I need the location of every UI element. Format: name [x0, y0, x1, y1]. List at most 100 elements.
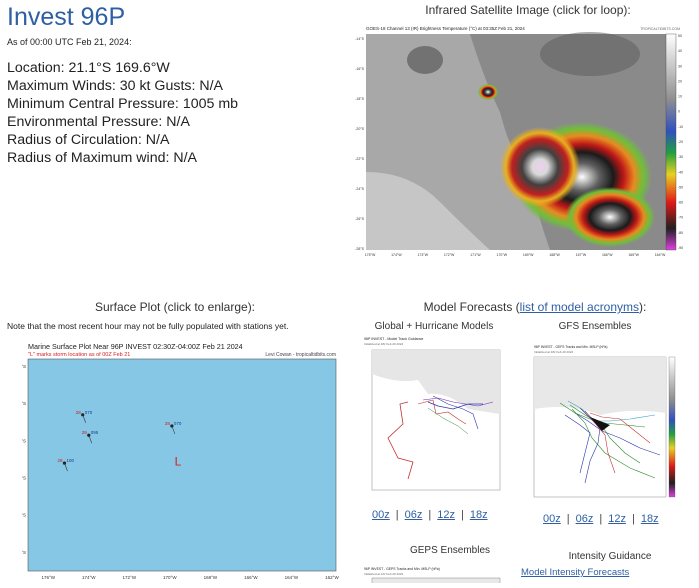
- satellite-svg[interactable]: GOES-18 Channel 13 (IR) Brightness Tempe…: [350, 22, 690, 260]
- satellite-scale-tick: -50: [678, 185, 683, 189]
- satellite-lat-tick: -14°S: [355, 37, 364, 41]
- surface-lat-tick: 24°S: [22, 513, 26, 518]
- satellite-scale-tick: 20: [678, 79, 682, 83]
- surface-station: 28 070: [76, 410, 93, 423]
- gfs-run-link-00z[interactable]: 00z: [543, 513, 561, 525]
- satellite-lat-tick: -24°S: [355, 187, 364, 191]
- global-models-plot-sub: Initialized at 18z Feb 20 2024: [364, 342, 404, 346]
- surface-lat-tick: 26°S: [22, 550, 26, 555]
- intensity-guidance-heading: Intensity Guidance: [568, 551, 652, 562]
- satellite-lon-tick: 167°W: [576, 253, 587, 257]
- global-models-heading: Global + Hurricane Models: [374, 321, 494, 332]
- run-link-00z[interactable]: 00z: [372, 509, 390, 521]
- model-intensity-link[interactable]: Model Intensity Forecasts: [521, 567, 630, 578]
- station-pressure: 070: [174, 421, 182, 426]
- gfs-ensembles-heading: GFS Ensembles: [558, 321, 632, 332]
- global-models-image[interactable]: 96P INVEST - Model Track Guidance Initia…: [358, 334, 508, 500]
- satellite-scale-tick: -40: [678, 170, 683, 174]
- global-models-svg[interactable]: 96P INVEST - Model Track Guidance Initia…: [358, 334, 508, 500]
- geps-plot-sub: Initialized at 12z Feb 20 2024: [364, 572, 404, 576]
- surface-station: 29 095: [82, 430, 99, 444]
- run-link-06z[interactable]: 06z: [404, 509, 423, 521]
- satellite-lon-tick: 169°W: [523, 253, 534, 257]
- satellite-lat-tick: -16°S: [355, 67, 364, 71]
- as-of-time: As of 00:00 UTC Feb 21, 2024:: [7, 37, 132, 47]
- surface-plot-note: Note that the most recent hour may not b…: [7, 321, 289, 331]
- gfs-ensembles-svg[interactable]: 96P INVEST - GEFS Tracks and Min. MSLP (…: [530, 343, 680, 503]
- station-temp: 29: [82, 430, 88, 435]
- gfs-run-links: 00z | 06z | 12z | 18z: [543, 513, 659, 525]
- run-sep: |: [566, 513, 570, 525]
- global-models-run-links: 00z | 06z | 12z | 18z: [372, 509, 488, 521]
- surface-lat-axis: 16°S 18°S 20°S 22°S 24°S 26°S: [16, 364, 26, 555]
- satellite-lat-tick: -20°S: [355, 127, 364, 131]
- surface-lon-tick: 168°W: [204, 575, 218, 580]
- model-forecasts-suffix: ):: [639, 300, 647, 314]
- surface-plot-svg[interactable]: Marine Surface Plot Near 96P INVEST 02:3…: [16, 340, 344, 583]
- surface-lon-tick: 172°W: [123, 575, 137, 580]
- storm-radius-circulation: Radius of Circulation: N/A: [7, 132, 170, 148]
- storm-location: Location: 21.1°S 169.6°W: [7, 60, 170, 76]
- gfs-run-link-06z[interactable]: 06z: [575, 513, 594, 525]
- satellite-lon-tick: 174°W: [391, 253, 402, 257]
- gfs-run-link-18z[interactable]: 18z: [640, 513, 659, 525]
- satellite-scale-tick: 10: [678, 95, 682, 99]
- surface-plot-image[interactable]: Marine Surface Plot Near 96P INVEST 02:3…: [16, 340, 344, 583]
- satellite-image-title: GOES-18 Channel 13 (IR) Brightness Tempe…: [366, 26, 525, 31]
- satellite-lon-tick: 168°W: [549, 253, 560, 257]
- surface-station: 28 100: [57, 458, 74, 472]
- surface-lon-tick: 170°W: [163, 575, 177, 580]
- satellite-lon-tick: 165°W: [628, 253, 639, 257]
- geps-ensembles-heading: GEPS Ensembles: [409, 545, 491, 556]
- surface-lon-tick: 162°W: [325, 575, 339, 580]
- station-temp: 28: [57, 458, 63, 463]
- satellite-lat-tick: -28°S: [355, 247, 364, 251]
- satellite-heading[interactable]: Infrared Satellite Image (click for loop…: [425, 3, 631, 17]
- surface-lon-tick: 176°W: [41, 575, 55, 580]
- geps-plot-title: 96P INVEST - GEPS Tracks and Min. MSLP (…: [364, 567, 440, 571]
- storm-min-pressure: Minimum Central Pressure: 1005 mb: [7, 96, 239, 112]
- satellite-lat-tick: -22°S: [355, 157, 364, 161]
- satellite-scale-tick: -70: [678, 216, 683, 220]
- station-temp: 28: [165, 421, 171, 426]
- satellite-scale-tick: 30: [678, 64, 682, 68]
- run-sep: |: [631, 513, 635, 525]
- geps-ensembles-image[interactable]: 96P INVEST - GEPS Tracks and Min. MSLP (…: [358, 564, 508, 588]
- surface-lon-axis: 176°W 174°W 172°W 170°W 168°W 166°W 164°W 162°W: [41, 575, 339, 580]
- surface-station: 28 070: [165, 421, 182, 435]
- surface-plot-credit: Levi Cowan - tropicaltidbits.com: [265, 352, 336, 358]
- surface-lat-tick: 20°S: [22, 438, 26, 443]
- model-acronyms-link[interactable]: list of model acronyms: [519, 300, 640, 314]
- gfs-run-link-12z[interactable]: 12z: [608, 513, 626, 525]
- run-link-18z[interactable]: 18z: [469, 509, 488, 521]
- satellite-scale-axis: 50 40 30 20 10 0 -10 -20 -30 -40 -50 -60 -70 -80 -90: [678, 34, 683, 250]
- global-models-plot-title: 96P INVEST - Model Track Guidance: [364, 337, 423, 341]
- satellite-lon-tick: 170°W: [497, 253, 508, 257]
- satellite-image[interactable]: GOES-18 Channel 13 (IR) Brightness Tempe…: [350, 22, 690, 260]
- station-pressure: 095: [91, 430, 99, 435]
- gfs-ensembles-image[interactable]: 96P INVEST - GEFS Tracks and Min. MSLP (…: [530, 343, 680, 503]
- storm-details: Location: 21.1°S 169.6°W Maximum Winds: …: [7, 59, 238, 167]
- station-wind-barb: [64, 463, 68, 472]
- satellite-lon-tick: 175°W: [365, 253, 376, 257]
- satellite-lat-tick: -26°S: [355, 217, 364, 221]
- surface-lat-tick: 18°S: [22, 401, 26, 406]
- surface-plot-title: Marine Surface Plot Near 96P INVEST 02:3…: [28, 342, 243, 351]
- storm-title: Invest 96P: [7, 3, 126, 31]
- surface-lon-tick: 164°W: [285, 575, 299, 580]
- satellite-scale-tick: -20: [678, 140, 683, 144]
- satellite-lon-axis: 175°W 174°W 173°W 172°W 171°W 170°W 169°W 168°W…: [365, 253, 666, 257]
- satellite-scale-tick: -80: [678, 231, 683, 235]
- surface-lon-tick: 174°W: [82, 575, 96, 580]
- satellite-scale-tick: -30: [678, 155, 683, 159]
- satellite-credit: TROPICALTIDBITS.COM: [640, 27, 680, 31]
- surface-plot-heading[interactable]: Surface Plot (click to enlarge):: [94, 300, 256, 314]
- surface-lat-tick: 22°S: [22, 476, 26, 481]
- station-wind-barb: [88, 435, 93, 444]
- station-temp: 28: [76, 410, 82, 415]
- geps-svg[interactable]: 96P INVEST - GEPS Tracks and Min. MSLP (…: [358, 564, 508, 588]
- station-pressure: 070: [85, 410, 93, 415]
- run-link-12z[interactable]: 12z: [437, 509, 455, 521]
- satellite-scale-tick: -60: [678, 201, 683, 205]
- station-pressure: 100: [66, 458, 74, 463]
